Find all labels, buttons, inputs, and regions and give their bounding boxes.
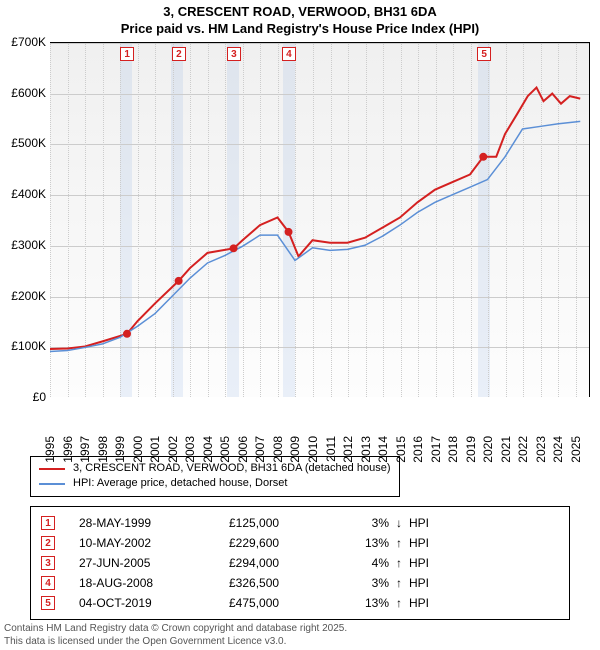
sales-idx: 1 — [41, 516, 55, 530]
sales-hpi-label: HPI — [409, 556, 449, 570]
legend-swatch — [39, 483, 65, 485]
sales-price: £125,000 — [229, 516, 339, 530]
sale-marker-box: 4 — [282, 47, 296, 61]
sales-date: 28-MAY-1999 — [79, 516, 229, 530]
arrow-icon: ↑ — [389, 596, 409, 610]
sales-date: 04-OCT-2019 — [79, 596, 229, 610]
chart-container: 3, CRESCENT ROAD, VERWOOD, BH31 6DA Pric… — [0, 0, 600, 650]
sale-marker-box: 2 — [172, 47, 186, 61]
legend-label: 3, CRESCENT ROAD, VERWOOD, BH31 6DA (det… — [73, 461, 391, 476]
arrow-icon: ↑ — [389, 536, 409, 550]
sale-dot — [285, 228, 293, 236]
sale-dot — [123, 330, 131, 338]
x-tick-label: 2022 — [516, 436, 530, 463]
line-layer — [50, 43, 589, 397]
sale-marker-box: 1 — [120, 47, 134, 61]
x-tick-label: 2024 — [551, 436, 565, 463]
sales-row: 4 18-AUG-2008£326,5003%↑HPI — [41, 573, 559, 593]
sales-price: £294,000 — [229, 556, 339, 570]
sale-dot — [479, 153, 487, 161]
y-tick-label: £100K — [0, 339, 46, 353]
sales-hpi-label: HPI — [409, 576, 449, 590]
sales-row: 3 27-JUN-2005£294,0004%↑HPI — [41, 553, 559, 573]
sales-pct: 13% — [339, 596, 389, 610]
x-tick-label: 2016 — [411, 436, 425, 463]
footer-line1: Contains HM Land Registry data © Crown c… — [4, 623, 347, 634]
sales-row: 5 04-OCT-2019£475,00013%↑HPI — [41, 593, 559, 613]
sales-row: 2 10-MAY-2002£229,60013%↑HPI — [41, 533, 559, 553]
x-tick-label: 2017 — [429, 436, 443, 463]
y-tick-label: £600K — [0, 86, 46, 100]
footer-attribution: Contains HM Land Registry data © Crown c… — [4, 622, 347, 648]
sale-dot — [230, 244, 238, 252]
series-hpi — [50, 121, 580, 351]
sales-pct: 3% — [339, 576, 389, 590]
series-price_paid — [50, 88, 580, 349]
sales-hpi-label: HPI — [409, 596, 449, 610]
legend-label: HPI: Average price, detached house, Dors… — [73, 476, 287, 491]
y-tick-label: £200K — [0, 289, 46, 303]
sale-dot — [175, 277, 183, 285]
sales-table: 128-MAY-1999£125,0003%↓HPI210-MAY-2002£2… — [30, 506, 570, 620]
sales-date: 10-MAY-2002 — [79, 536, 229, 550]
x-tick-label: 2018 — [446, 436, 460, 463]
x-tick-label: 2020 — [481, 436, 495, 463]
chart-title: 3, CRESCENT ROAD, VERWOOD, BH31 6DA Pric… — [0, 0, 600, 38]
x-tick-label: 2021 — [499, 436, 513, 463]
sales-row: 1 28-MAY-1999£125,0003%↓HPI — [41, 513, 559, 533]
sales-price: £326,500 — [229, 576, 339, 590]
sales-price: £475,000 — [229, 596, 339, 610]
x-tick-label: 2019 — [464, 436, 478, 463]
y-axis-labels: £0£100K£200K£300K£400K£500K£600K£700K — [0, 42, 48, 397]
footer-line2: This data is licensed under the Open Gov… — [4, 636, 286, 647]
sales-hpi-label: HPI — [409, 516, 449, 530]
chart-wrap: £0£100K£200K£300K£400K£500K£600K£700K 12… — [0, 42, 600, 452]
sales-idx: 5 — [41, 596, 55, 610]
sales-idx: 4 — [41, 576, 55, 590]
sales-idx: 2 — [41, 536, 55, 550]
sale-marker-box: 5 — [477, 47, 491, 61]
plot: 1 2 3 4 5 — [50, 42, 590, 397]
y-tick-label: £0 — [0, 390, 46, 404]
legend-row: HPI: Average price, detached house, Dors… — [39, 476, 391, 491]
x-tick-label: 2023 — [534, 436, 548, 463]
y-tick-label: £300K — [0, 238, 46, 252]
y-tick-label: £500K — [0, 136, 46, 150]
arrow-icon: ↑ — [389, 556, 409, 570]
sales-date: 18-AUG-2008 — [79, 576, 229, 590]
sales-date: 27-JUN-2005 — [79, 556, 229, 570]
series-legend: 3, CRESCENT ROAD, VERWOOD, BH31 6DA (det… — [30, 456, 400, 497]
x-tick-label: 2025 — [569, 436, 583, 463]
x-axis-labels: 1995199619971998199920002001200220032004… — [50, 400, 590, 450]
title-line1: 3, CRESCENT ROAD, VERWOOD, BH31 6DA — [163, 4, 437, 19]
y-tick-label: £700K — [0, 35, 46, 49]
sales-hpi-label: HPI — [409, 536, 449, 550]
plot-area: 1 2 3 4 5 — [50, 43, 589, 397]
sales-pct: 3% — [339, 516, 389, 530]
arrow-icon: ↓ — [389, 516, 409, 530]
sales-price: £229,600 — [229, 536, 339, 550]
legend-row: 3, CRESCENT ROAD, VERWOOD, BH31 6DA (det… — [39, 461, 391, 476]
y-tick-label: £400K — [0, 187, 46, 201]
sales-pct: 13% — [339, 536, 389, 550]
title-line2: Price paid vs. HM Land Registry's House … — [121, 21, 480, 36]
sale-marker-box: 3 — [227, 47, 241, 61]
legend-swatch — [39, 468, 65, 470]
sales-idx: 3 — [41, 556, 55, 570]
arrow-icon: ↑ — [389, 576, 409, 590]
sales-pct: 4% — [339, 556, 389, 570]
